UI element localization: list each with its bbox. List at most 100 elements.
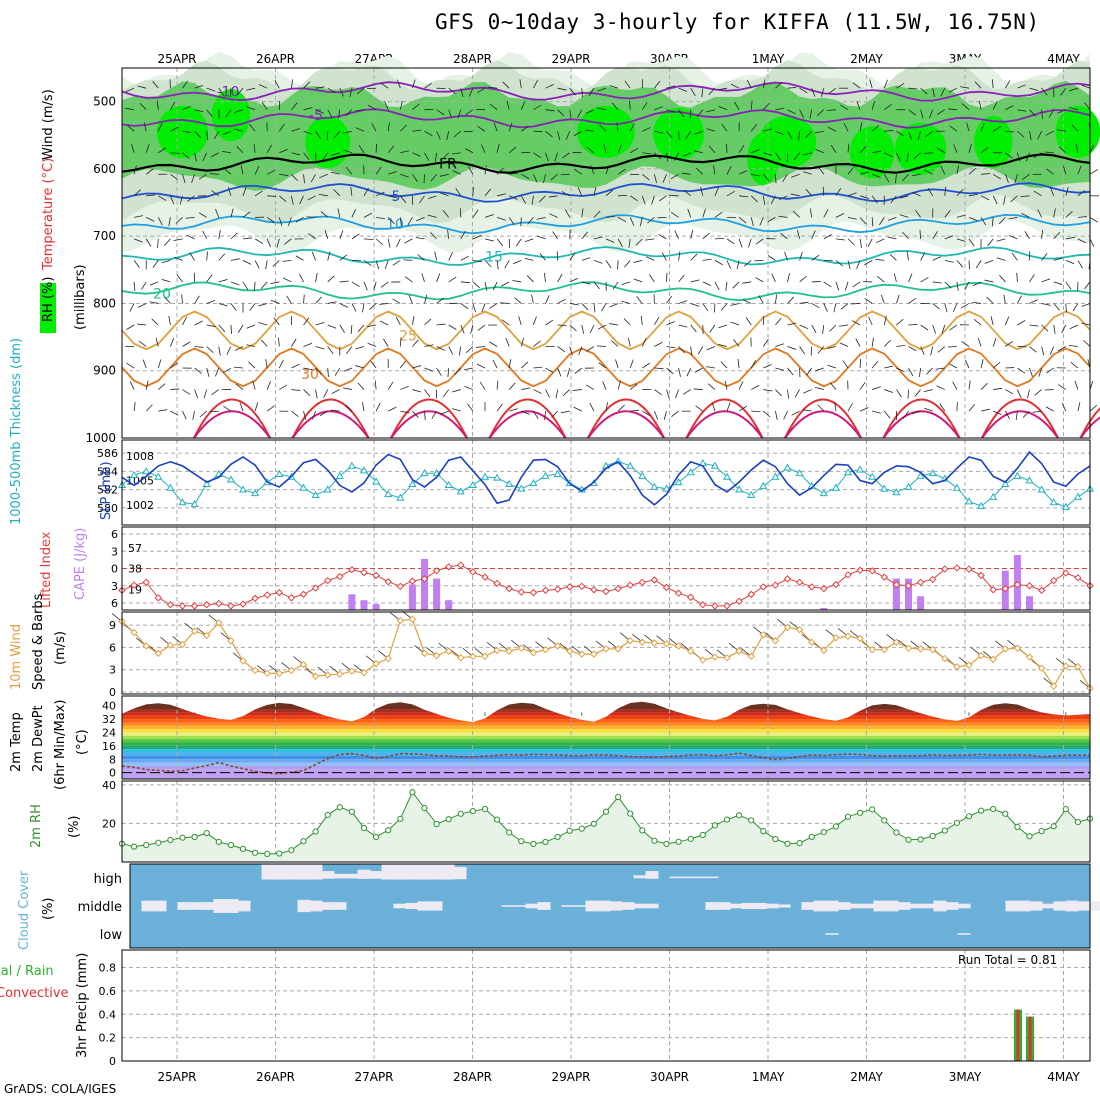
wind-barb: [521, 361, 529, 369]
cloud-block: [297, 864, 311, 880]
wind-barb: [597, 107, 607, 111]
wind-marker: [711, 653, 719, 661]
wind-barb: [466, 346, 474, 353]
wind-barb: [573, 130, 582, 137]
wind-barb: [484, 214, 494, 218]
wind-barb: [399, 100, 403, 110]
wind-marker: [166, 641, 175, 649]
cloud-block: [213, 899, 227, 913]
wind-barb: [508, 382, 516, 390]
wind-barb: [531, 294, 534, 304]
isotherm-label: FR: [439, 157, 457, 173]
wind-barb: [609, 303, 619, 308]
wind-barb: [508, 359, 512, 369]
wind-barb: [956, 188, 964, 197]
wind-barb: [927, 187, 934, 197]
wind-barb: [278, 359, 284, 369]
wind-barb: [363, 238, 374, 240]
wind-marker: [239, 657, 247, 665]
wind-barb: [400, 410, 410, 414]
rh2m-marker: [687, 835, 694, 842]
wind-ylabel-units-group: (m/s): [53, 631, 68, 665]
wind-barb: [431, 410, 437, 419]
wind-barb: [242, 211, 251, 218]
wind-barb: [847, 216, 857, 220]
wind-barb: [496, 403, 503, 412]
wind-barb: [284, 238, 292, 245]
rh2m-marker: [832, 823, 840, 830]
cloud-block: [909, 903, 923, 909]
wind-barb: [872, 410, 882, 414]
wind-barb: [992, 101, 998, 110]
wind-barb: [597, 324, 607, 330]
wind-barb: [376, 216, 386, 220]
temp-band: [122, 701, 1090, 710]
wind-marker: [154, 649, 163, 658]
pressure-tick-label: 900: [93, 364, 116, 378]
cloud-block: [1065, 900, 1079, 912]
wind-barb: [1041, 109, 1043, 119]
wind-barb: [1050, 187, 1055, 196]
rh2m-marker: [1062, 806, 1069, 813]
wind-marker: [541, 645, 550, 654]
wind-barb: [202, 230, 208, 240]
wind-barb: [412, 365, 422, 369]
cloud-block: [801, 902, 815, 910]
wind-barb: [186, 234, 195, 240]
rh2m-marker: [578, 825, 585, 832]
wind-barb: [780, 232, 788, 240]
wind-barb: [470, 324, 474, 334]
wind-barb: [737, 359, 740, 369]
lifted-tick-label: 6: [111, 597, 118, 610]
wind-barb: [448, 252, 453, 261]
lifted-tick-label: 3: [111, 580, 118, 593]
wind-barb: [363, 212, 373, 218]
cloud-block: [405, 902, 419, 910]
cloud-block: [453, 866, 467, 880]
wind-barb: [827, 346, 836, 349]
wind-barb: [168, 217, 171, 227]
wind-barb: [355, 109, 365, 112]
wind-barb: [920, 277, 929, 283]
thickness-ylabel-group: 1000-500mb Thickness (dm): [9, 338, 24, 525]
wind-barb: [412, 174, 418, 182]
wind-barb: [127, 125, 135, 132]
wind-barb: [484, 238, 494, 242]
wind-barb: [448, 109, 453, 119]
lifted-marker: [529, 588, 538, 597]
wind-barb: [557, 131, 561, 141]
wind-barb: [649, 274, 655, 283]
wind-barb: [557, 367, 562, 377]
wind-barb: [623, 318, 631, 326]
wind-barb: [1077, 190, 1086, 197]
wind-barb: [1017, 84, 1026, 89]
wind-barb: [155, 337, 159, 347]
lifted-marker: [154, 594, 163, 602]
wind-barb: [315, 367, 322, 375]
wind-barb: [581, 88, 583, 98]
wind-barb: [278, 123, 285, 132]
wind-barb: [396, 79, 401, 89]
wind-barb: [627, 337, 631, 347]
wind-barb: [920, 346, 925, 355]
thickness-marker: [190, 500, 199, 508]
warm-arch: [587, 410, 665, 439]
wind-barb: [883, 410, 891, 419]
wind-barb: [843, 122, 849, 132]
wind-barb: [635, 238, 643, 246]
wind-barb: [303, 107, 313, 111]
lifted-marker: [457, 561, 465, 569]
wind-barb: [695, 405, 704, 412]
wind-barb: [932, 303, 940, 310]
wind-barb: [439, 173, 449, 177]
wind-barb: [992, 337, 997, 347]
rh2m-marker: [264, 850, 271, 858]
wind-barb: [209, 173, 219, 175]
cloud-block: [861, 903, 875, 909]
temp-tick-label: 32: [102, 713, 116, 726]
cloud-block: [705, 902, 719, 910]
wind-barb: [286, 295, 292, 304]
cloud-block: [405, 864, 419, 880]
wind-barb: [141, 281, 147, 290]
wind-barb: [902, 174, 909, 182]
